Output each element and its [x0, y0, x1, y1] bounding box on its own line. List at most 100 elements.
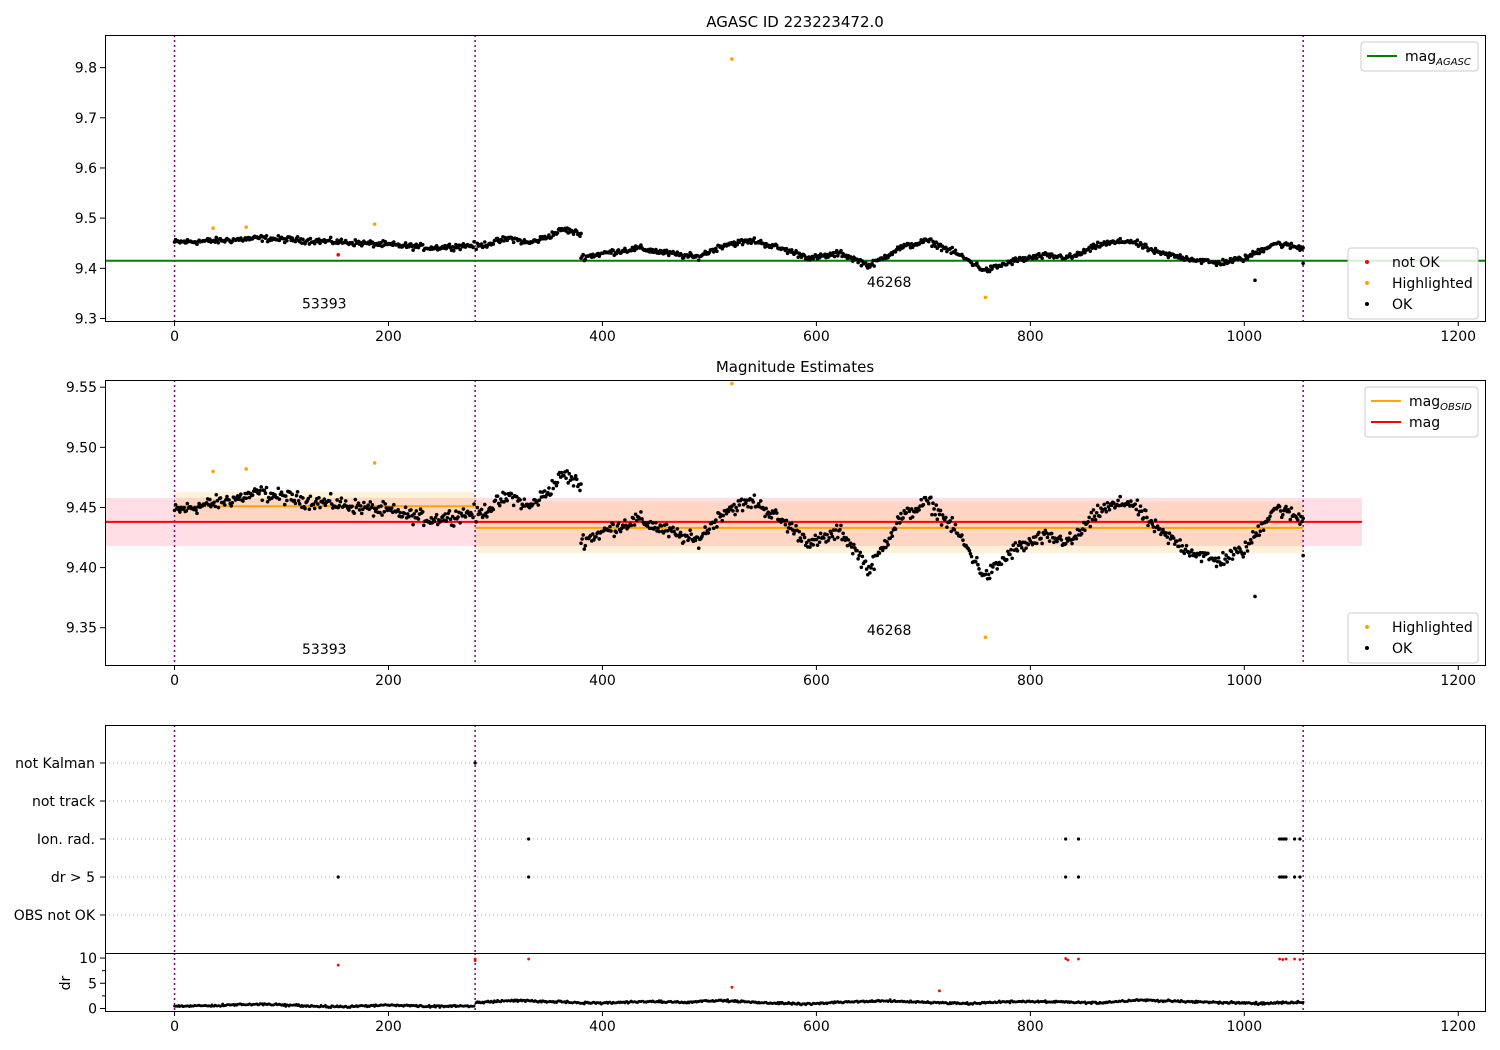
top-ok-point [1258, 250, 1263, 254]
top-ok-point [491, 242, 496, 246]
middle-ok-point [293, 501, 298, 506]
middle-ok-point [418, 507, 423, 512]
middle-ok-point [612, 534, 617, 539]
top-y-tick-label: 9.3 [75, 311, 97, 327]
middle-ok-point [262, 488, 267, 493]
top-ok-point [950, 245, 955, 250]
middle-ok-point [609, 529, 613, 533]
middle-ok-point [173, 502, 178, 507]
top-ok-point [1037, 251, 1041, 256]
middle-ok-point [822, 536, 826, 540]
middle-ok-point [877, 551, 882, 555]
middle-ok-point [1152, 529, 1157, 534]
top-ok-point [471, 245, 475, 250]
middle-ok-point [734, 505, 738, 510]
middle-ok-point [773, 508, 778, 512]
middle-ok-point [1199, 559, 1204, 564]
middle-ok-point [1009, 547, 1013, 552]
top-lower-legend-dot-icon [1365, 260, 1369, 264]
middle-ok-point [276, 486, 281, 491]
top-ok-point [447, 242, 452, 247]
top-ok-point [1010, 262, 1014, 267]
middle-ok-point [1068, 531, 1072, 535]
middle-ok-point [830, 534, 835, 539]
flag-point [473, 761, 477, 765]
top-ok-point [290, 236, 295, 240]
middle-ok-point [1055, 539, 1059, 544]
middle-ok-point [746, 504, 750, 509]
middle-ok-point [361, 507, 365, 512]
middle-ok-point [688, 528, 692, 532]
middle-ok-point [707, 527, 712, 532]
dr-point [1301, 1000, 1305, 1004]
middle-ok-point [225, 494, 229, 499]
top-ok-point [328, 235, 333, 240]
middle-ok-point [813, 533, 818, 538]
middle-ok-point [799, 539, 804, 543]
middle-ok-point [679, 533, 684, 538]
flag-point [1298, 875, 1302, 879]
middle-ok-point [366, 503, 370, 508]
middle-ok-point [448, 517, 453, 522]
middle-ok-point [486, 509, 490, 514]
middle-ok-point [1243, 540, 1248, 545]
top-ok-point [339, 237, 344, 242]
middle-ok-point [371, 514, 376, 518]
middle-ok-point [1111, 501, 1116, 505]
middle-ok-point [629, 523, 634, 528]
middle-ok-point [1116, 498, 1120, 503]
flag-point [1284, 837, 1288, 841]
middle-ok-point [1298, 522, 1302, 526]
middle-ok-point [317, 495, 321, 500]
dr-y-tick-label: 0 [88, 1001, 97, 1017]
middle-ok-point [1052, 540, 1056, 545]
middle-y-tick-label: 9.50 [66, 440, 97, 456]
top-ok-point [987, 269, 992, 274]
middle-obsid-label: 46268 [867, 623, 912, 639]
top-ok-point [335, 238, 339, 242]
middle-ok-point [282, 502, 287, 507]
middle-ok-point [987, 576, 992, 581]
middle-ok-point [1040, 541, 1044, 546]
middle-ok-point [952, 527, 957, 532]
middle-ok-point [505, 498, 510, 503]
middle-ok-point [478, 512, 483, 516]
middle-ok-point [623, 518, 627, 522]
dr-point [582, 1002, 586, 1006]
top-ok-point [1135, 238, 1140, 242]
middle-ok-point [1045, 535, 1050, 540]
top-ok-point [403, 241, 408, 245]
middle-ok-point [323, 503, 328, 507]
middle-ok-point [840, 537, 844, 542]
top-ok-point [639, 243, 643, 247]
middle-ok-point [485, 514, 489, 519]
middle-ok-point [1222, 562, 1226, 567]
middle-ok-point [1172, 542, 1177, 546]
middle-ok-point [443, 512, 447, 516]
middle-ok-point [949, 529, 953, 534]
middle-ok-point [968, 551, 973, 556]
middle-x-tick-label: 1000 [1226, 673, 1262, 689]
top-ok-point [1245, 257, 1250, 261]
middle-x-tick-label: 0 [170, 673, 179, 689]
middle-ok-point [578, 488, 582, 493]
middle-ok-point [194, 508, 198, 512]
dr-flagged-point [1066, 958, 1070, 962]
top-ok-point [301, 237, 305, 242]
middle-ok-point [357, 508, 362, 512]
middle-ok-point [1091, 508, 1096, 512]
middle-ok-point [573, 474, 578, 478]
middle-ok-point [886, 543, 890, 547]
middle-ok-point [1178, 538, 1182, 542]
middle-ok-point [930, 512, 934, 517]
top-ok-point [472, 239, 476, 244]
middle-ok-point [239, 492, 243, 496]
middle-ok-point [303, 506, 307, 511]
middle-ok-point [815, 543, 820, 547]
middle-ok-point [412, 512, 416, 516]
middle-ok-point [826, 538, 830, 543]
middle-ok-point [784, 518, 789, 523]
middle-ok-point [582, 547, 587, 551]
middle-ok-point [666, 534, 671, 539]
top-ok-point [1088, 249, 1093, 253]
